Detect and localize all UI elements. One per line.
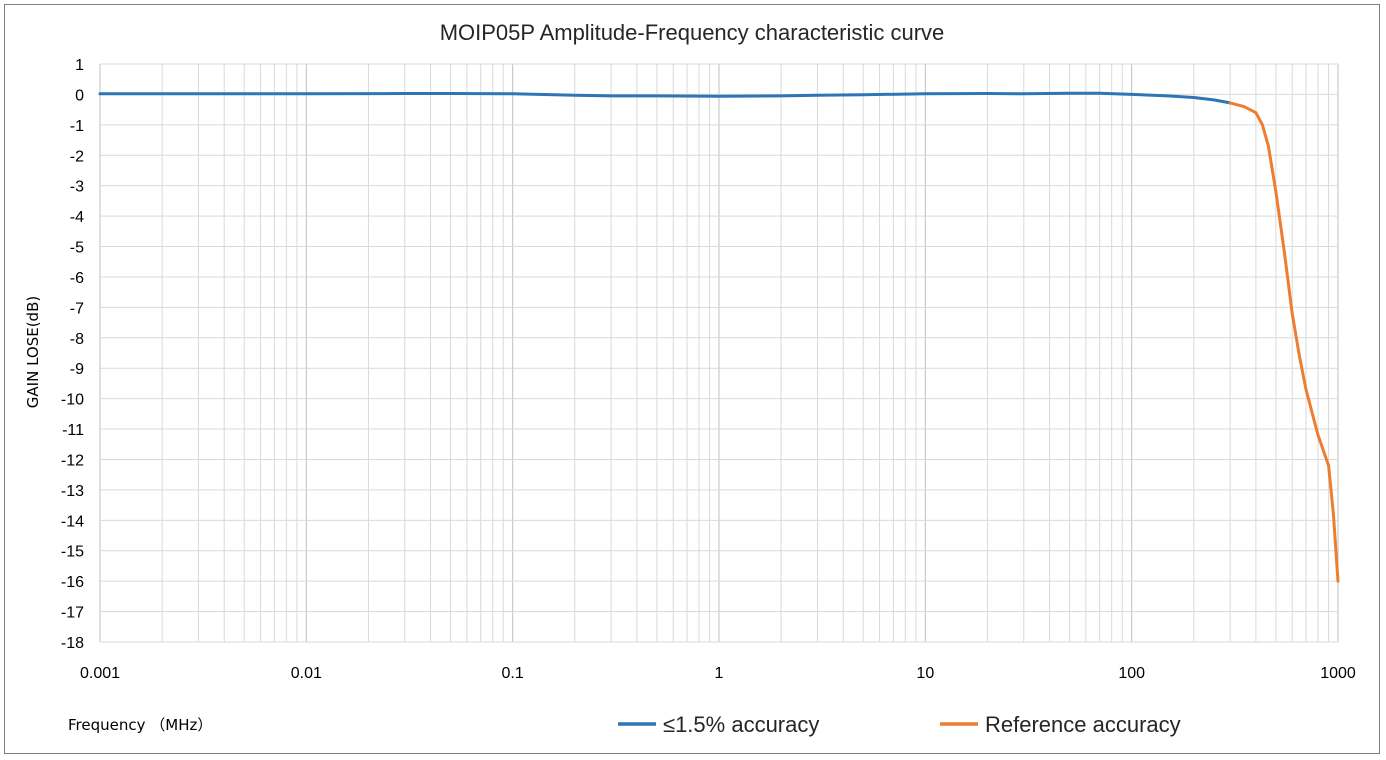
y-tick-label: -8 (70, 331, 84, 348)
x-tick-label: 100 (1118, 665, 1145, 682)
y-tick-label: 1 (75, 57, 84, 74)
y-tick-label: -5 (70, 240, 84, 257)
x-tick-label: 1 (715, 665, 724, 682)
chart-title: MOIP05P Amplitude-Frequency characterist… (440, 20, 945, 45)
y-tick-label: -2 (70, 148, 84, 165)
x-axis-label: Frequency （MHz） (68, 716, 212, 734)
y-tick-label: -3 (70, 179, 84, 196)
y-tick-label: -16 (61, 574, 84, 591)
x-tick-label: 1000 (1320, 665, 1356, 682)
y-axis-ticks: 1 0 -1 -2 -3 -4 -5 -6 -7 -8 -9 -10 -11 -12 -13 -14 -15 -1… (61, 57, 84, 652)
y-tick-label: -1 (70, 118, 84, 135)
y-tick-label: -9 (70, 361, 84, 378)
y-axis-label: GAIN LOSE(dB) (24, 296, 42, 408)
y-tick-label: -11 (62, 422, 84, 439)
y-tick-label: -13 (61, 483, 84, 500)
y-tick-label: -17 (61, 605, 84, 622)
y-tick-label: -6 (70, 270, 84, 287)
y-tick-label: -15 (61, 544, 84, 561)
y-tick-label: -7 (70, 300, 84, 317)
series-line-1 (98, 91, 1232, 105)
y-tick-label: -12 (61, 452, 84, 469)
legend: ≤1.5% accuracy Reference accuracy (618, 712, 1181, 737)
y-tick-label: -14 (61, 513, 84, 530)
x-tick-label: 10 (916, 665, 934, 682)
minor-gridlines (161, 64, 1330, 642)
x-tick-label: 0.1 (502, 665, 524, 682)
major-gridlines (99, 63, 1339, 643)
y-tick-label: 0 (75, 87, 84, 104)
x-tick-label: 0.001 (80, 665, 120, 682)
y-tick-label: -18 (61, 635, 84, 652)
y-tick-label: -4 (70, 209, 84, 226)
legend-label-series-2: Reference accuracy (985, 712, 1181, 737)
legend-label-series-1: ≤1.5% accuracy (663, 712, 819, 737)
series-lines (98, 91, 1340, 583)
x-axis-ticks: 0.001 0.01 0.1 1 10 100 1000 (80, 665, 1356, 682)
x-tick-label: 0.01 (291, 665, 322, 682)
series-line-2 (1228, 101, 1340, 583)
y-tick-label: -10 (61, 392, 84, 409)
chart-frame (4, 4, 1380, 754)
